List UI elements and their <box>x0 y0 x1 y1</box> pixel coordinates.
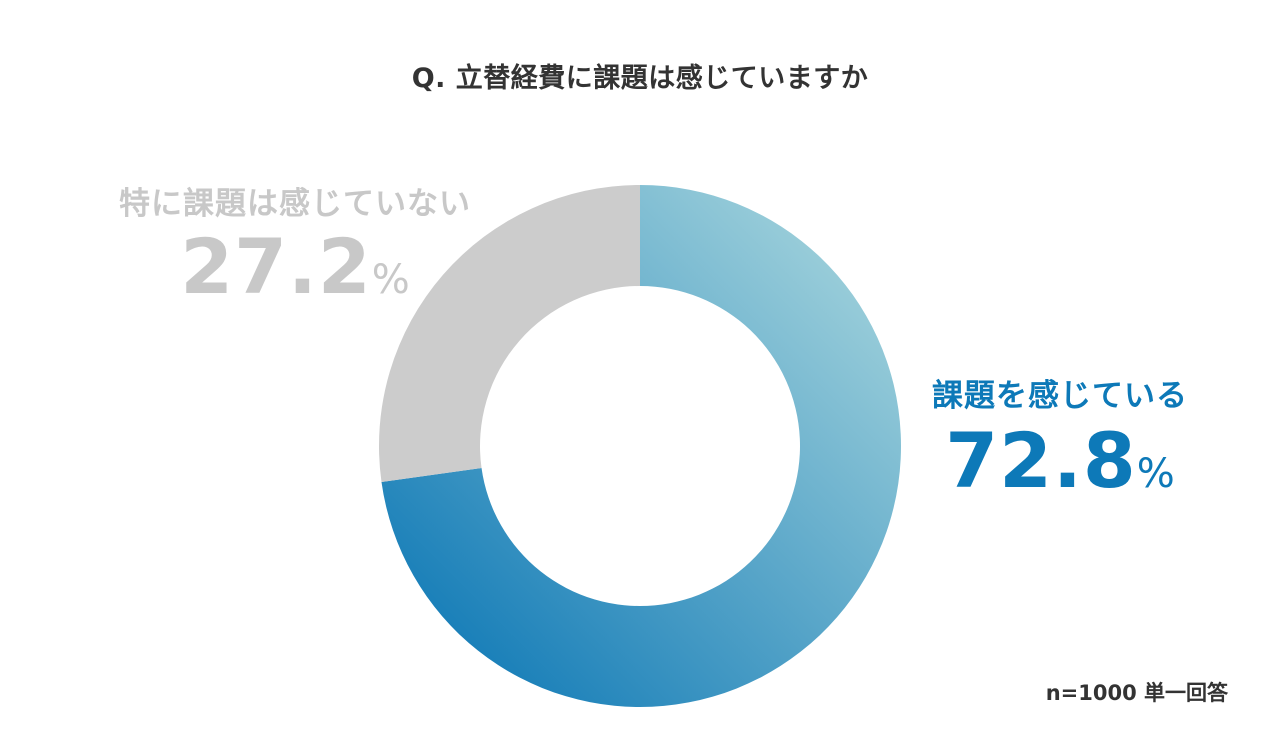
label-has-issue: 課題を感じている 72.8% <box>915 370 1205 499</box>
label-has-issue-percent: 72.8% <box>915 423 1205 499</box>
label-no-issue-value: 27.2 <box>180 222 372 311</box>
label-no-issue-unit: % <box>371 257 410 303</box>
label-no-issue: 特に課題は感じていない 27.2% <box>100 178 490 305</box>
label-no-issue-percent: 27.2% <box>100 229 490 305</box>
label-no-issue-category: 特に課題は感じていない <box>119 186 471 222</box>
chart-title: Q. 立替経費に課題は感じていますか <box>411 63 869 94</box>
slice-has-issue <box>381 185 902 707</box>
label-has-issue-unit: % <box>1136 451 1175 497</box>
slice-no-issue <box>379 185 640 482</box>
label-has-issue-category: 課題を感じている <box>932 378 1188 414</box>
label-has-issue-value: 72.8 <box>945 416 1137 505</box>
slices-group <box>379 185 902 707</box>
sample-note: n=1000 単一回答 <box>1045 681 1228 705</box>
